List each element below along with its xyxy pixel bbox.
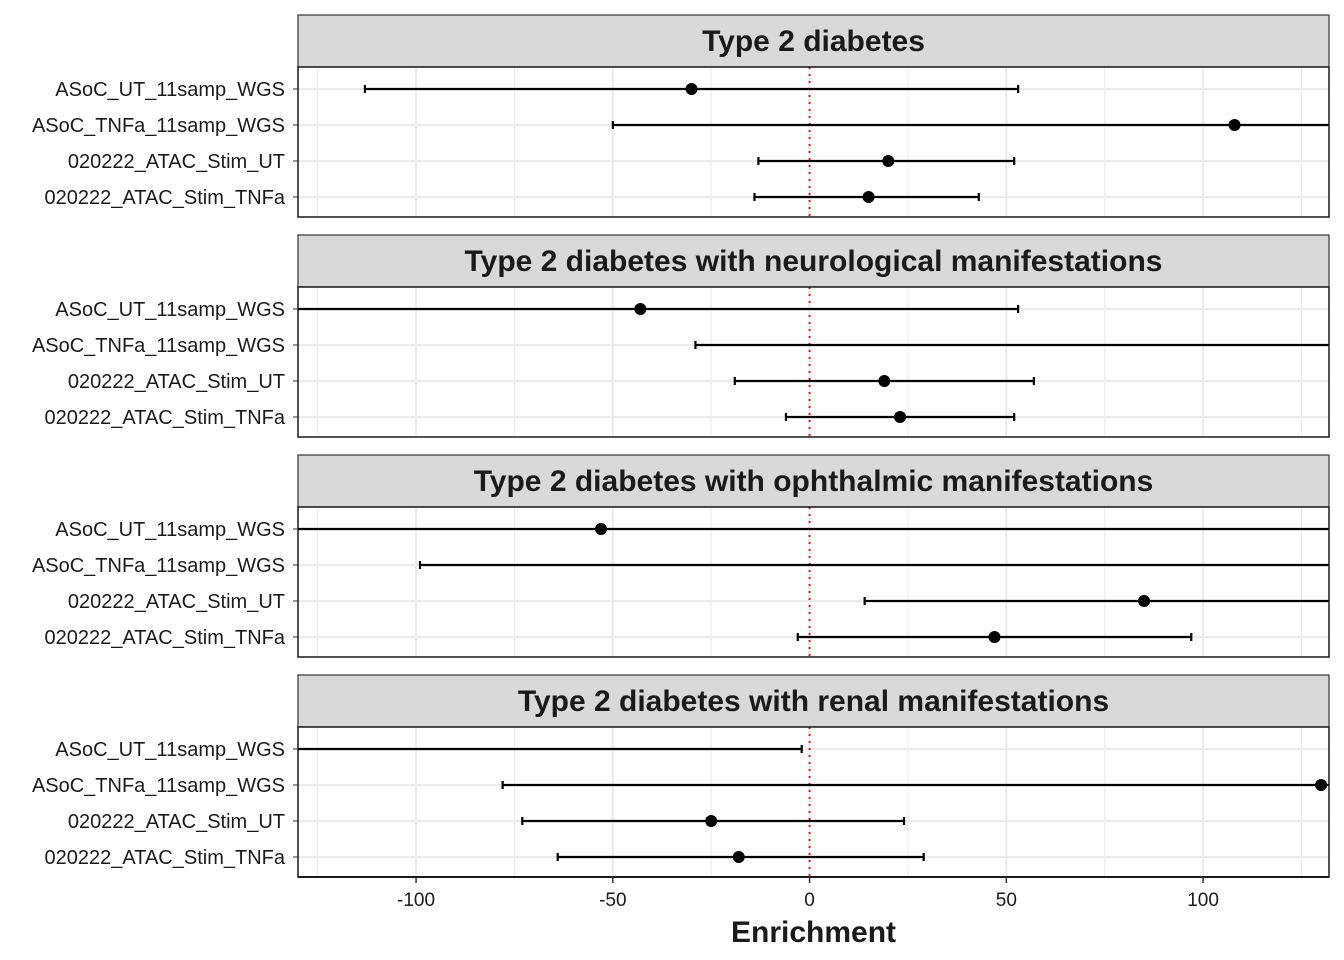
panel-strip [297,14,1330,68]
x-tick-label: -50 [599,890,626,911]
point-estimate [1315,779,1328,791]
x-tick-label: -100 [397,890,435,911]
point-estimate [634,303,647,315]
x-axis-title: Enrichment [731,916,896,949]
x-tick-label: 0 [804,890,815,911]
category-label: ASoC_UT_11samp_WGS [55,79,285,101]
panel-body [298,507,1329,657]
x-axis: -100 -50 0 50 100 [298,876,1329,911]
panel-border [297,286,1330,438]
panel-body [298,287,1329,437]
category-label: ASoC_UT_11samp_WGS [55,519,285,541]
panel-body [298,727,1329,877]
point-estimate [882,155,895,167]
panel-title: Type 2 diabetes with renal manifestation… [518,685,1109,718]
panel-1: Type 2 diabetes ASoC_UT_11samp_WGS ASoC_TN… [32,14,1330,218]
point-estimate [1228,119,1241,131]
point-estimate [878,375,891,387]
panel-body [298,67,1329,217]
category-label: 020222_ATAC_Stim_UT [68,151,285,173]
category-label: 020222_ATAC_Stim_UT [68,811,285,833]
category-label: ASoC_TNFa_11samp_WGS [32,555,285,577]
point-estimate [732,851,745,863]
point-estimate [595,523,608,535]
category-label: 020222_ATAC_Stim_TNFa [45,627,286,649]
category-label: 020222_ATAC_Stim_TNFa [45,847,286,869]
x-tick-label: 100 [1187,890,1219,911]
panel-title: Type 2 diabetes with neurological manife… [465,245,1163,278]
panel-2: Type 2 diabetes with neurological manife… [32,234,1330,438]
category-label: ASoC_UT_11samp_WGS [55,299,285,321]
category-label: ASoC_TNFa_11samp_WGS [32,115,285,137]
category-label: 020222_ATAC_Stim_UT [68,591,285,613]
panel-strip [297,454,1330,508]
category-label: ASoC_TNFa_11samp_WGS [32,775,285,797]
category-label: ASoC_UT_11samp_WGS [55,739,285,761]
panel-strip [297,674,1330,728]
category-label: 020222_ATAC_Stim_TNFa [45,407,286,429]
panel-border [297,506,1330,658]
point-estimate [705,815,718,827]
panel-title: Type 2 diabetes with ophthalmic manifest… [474,465,1154,498]
point-estimate [988,631,1001,643]
panel-title: Type 2 diabetes [702,25,925,58]
panel-strip [297,234,1330,288]
point-estimate [862,191,875,203]
panel-3: Type 2 diabetes with ophthalmic manifest… [32,454,1330,658]
point-estimate [685,83,698,95]
category-label: 020222_ATAC_Stim_TNFa [45,187,286,209]
panel-4: Type 2 diabetes with renal manifestation… [32,674,1330,878]
panel-border [297,66,1330,218]
point-estimate [1138,595,1151,607]
point-estimate [894,411,907,423]
category-label: 020222_ATAC_Stim_UT [68,371,285,393]
x-tick-label: 50 [996,890,1017,911]
category-label: ASoC_TNFa_11samp_WGS [32,335,285,357]
